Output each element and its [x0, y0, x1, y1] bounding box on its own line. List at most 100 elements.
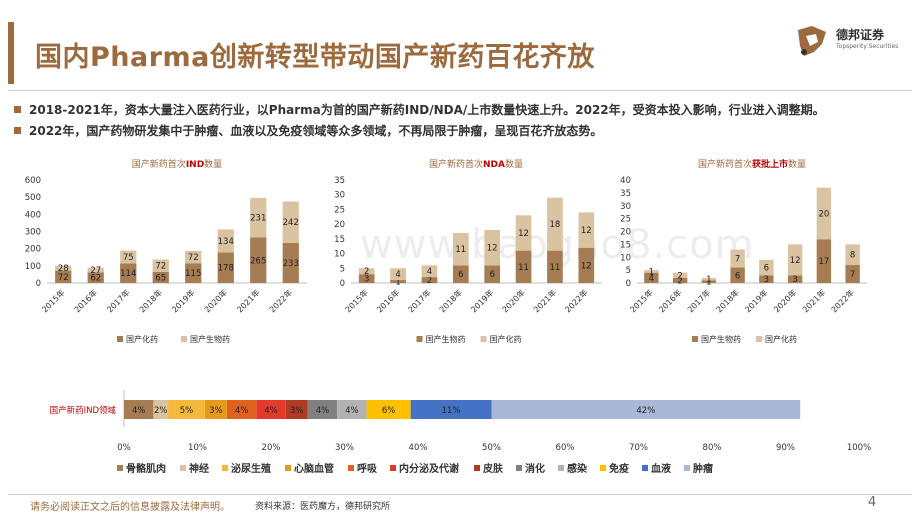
- x-tick-label: 2022年: [267, 287, 294, 314]
- y-tick-label: 400: [25, 210, 41, 220]
- bar-segment: [307, 400, 338, 419]
- data-label: 3: [764, 275, 769, 285]
- bar-segment: [87, 272, 104, 283]
- bar-segment: [816, 187, 832, 240]
- data-label: 11%: [442, 406, 461, 416]
- bullet-item: 2022年，国产药物研发集中于肿瘤、血液以及免疫领域等众多领域，不再局限于肿瘤，…: [14, 121, 914, 142]
- data-label: 28: [58, 264, 69, 274]
- data-label: 4%: [132, 406, 146, 416]
- data-label: 3: [364, 275, 369, 285]
- data-label: 2: [677, 276, 682, 286]
- legend-label: 泌尿生殖: [231, 462, 271, 475]
- legend-label: 心脑血管: [294, 462, 334, 475]
- bullet-list: 2018-2021年，资本大量注入医药行业，以Pharma为首的国产新药IND/…: [14, 100, 914, 142]
- legend-swatch: [684, 465, 690, 471]
- data-label: 4%: [235, 406, 249, 416]
- x-tick-label: 2021年: [531, 287, 558, 314]
- page-number: 4: [868, 495, 877, 510]
- logo-english-name: Topsperity Securities: [836, 43, 899, 50]
- bar-segment: [787, 244, 803, 276]
- bar-segment: [547, 197, 563, 251]
- bar-segment: [120, 263, 137, 283]
- data-label: 12: [487, 244, 498, 254]
- y-tick-label: 40: [620, 176, 631, 186]
- x-tick-label: 2021年: [235, 287, 262, 314]
- legend-label: 血液: [651, 462, 671, 475]
- data-label: 1: [706, 275, 711, 285]
- bullet-square-icon: [14, 127, 21, 134]
- legend-label: 消化: [525, 462, 545, 475]
- data-label: 2: [677, 271, 682, 281]
- data-label: 4%: [264, 406, 278, 416]
- bar-segment: [390, 268, 406, 281]
- bar-segment: [168, 400, 205, 419]
- data-label: 11: [518, 263, 529, 273]
- bar-segment: [250, 237, 267, 283]
- legend-swatch: [756, 336, 762, 342]
- x-tick-label: 90%: [776, 443, 795, 453]
- bar-segment: [337, 400, 367, 419]
- legend-label: 神经: [189, 462, 209, 475]
- chart-title-part: NDA: [483, 160, 505, 170]
- chart-title-part: 获批上市: [752, 158, 788, 170]
- bullet-item: 2018-2021年，资本大量注入医药行业，以Pharma为首的国产新药IND/…: [14, 100, 914, 121]
- x-tick-label: 2015年: [343, 287, 370, 314]
- bar-segment: [421, 265, 438, 278]
- x-tick-label: 2020年: [202, 287, 229, 314]
- data-label: 11: [455, 245, 466, 255]
- data-label: 4: [395, 270, 400, 280]
- bar-segment: [845, 244, 860, 265]
- bar-segment: [644, 270, 659, 273]
- data-label: 1: [649, 267, 654, 277]
- legend-label: 国产化药: [126, 334, 158, 344]
- bar-segment: [55, 270, 72, 283]
- bar-segment: [578, 212, 595, 248]
- bar-segment: [153, 400, 169, 419]
- bar-segment: [547, 250, 563, 283]
- data-label: 6: [764, 264, 769, 274]
- data-label: 6%: [382, 406, 396, 416]
- data-label: 72: [58, 273, 69, 283]
- chart-title-part: 国产新药首次: [429, 158, 483, 170]
- x-tick-label: 2015年: [628, 287, 655, 314]
- legend-label: 国产生物药: [190, 334, 230, 344]
- x-tick-label: 2015年: [40, 287, 67, 314]
- legend-swatch: [480, 336, 487, 342]
- y-tick-label: 30: [334, 191, 345, 201]
- y-tick-label: 15: [334, 235, 345, 245]
- data-label: 75: [123, 253, 134, 263]
- x-tick-label: 2019年: [743, 287, 770, 314]
- data-label: 2: [427, 276, 432, 286]
- bar-segment: [421, 277, 438, 283]
- data-label: 11: [550, 263, 561, 273]
- legend-swatch: [222, 465, 228, 471]
- legend-swatch: [474, 465, 480, 471]
- data-label: 6: [735, 271, 740, 281]
- legend-label: 肿瘤: [693, 462, 713, 475]
- header-divider: [8, 90, 912, 91]
- y-tick-label: 35: [620, 189, 631, 199]
- bar-segment: [701, 277, 717, 281]
- bar-segment: [120, 250, 137, 264]
- y-tick-label: 100: [25, 262, 41, 272]
- x-tick-label: 80%: [703, 443, 722, 453]
- legend-label: 国产化药: [765, 334, 797, 344]
- data-label: 42%: [636, 406, 655, 416]
- legend-label: 骨骼肌肉: [126, 462, 166, 475]
- category-label: 国产新药IND领域: [50, 405, 117, 416]
- bar-segment: [759, 275, 774, 283]
- chart-title: 国产新药首次NDA数量: [429, 158, 523, 170]
- x-tick-label: 2019年: [170, 287, 197, 314]
- x-tick-label: 60%: [556, 443, 575, 453]
- y-tick-label: 500: [25, 193, 41, 203]
- data-label: 4: [649, 274, 654, 284]
- bar-segment: [285, 400, 308, 419]
- x-tick-label: 2019年: [468, 287, 495, 314]
- data-label: 2: [364, 267, 369, 277]
- data-label: 72: [188, 253, 199, 263]
- legend-swatch: [180, 465, 186, 471]
- legend-label: 皮肤: [482, 462, 504, 475]
- y-tick-label: 5: [340, 264, 345, 274]
- x-tick-label: 0%: [117, 443, 131, 453]
- legend-label: 国产生物药: [701, 334, 741, 344]
